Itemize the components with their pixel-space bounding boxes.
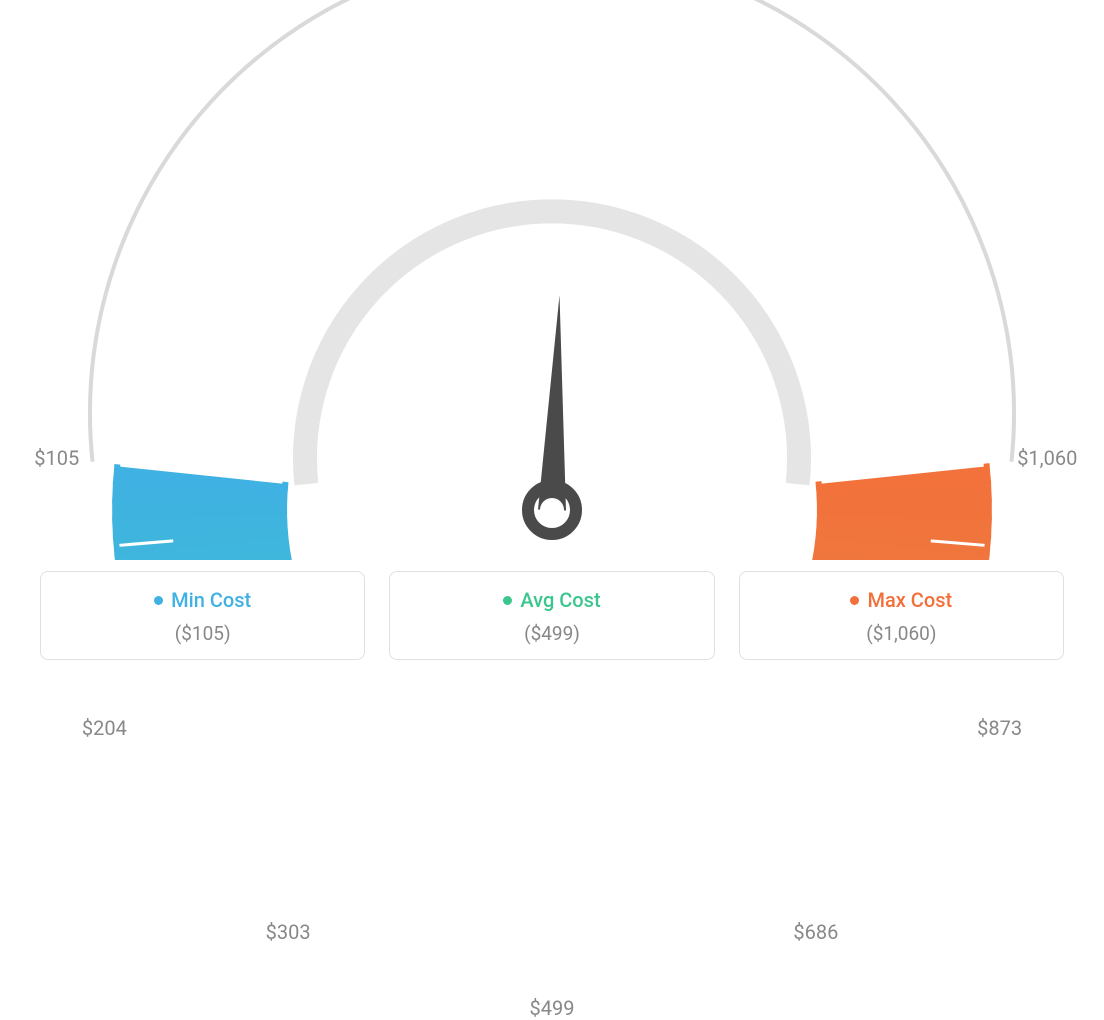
legend-title-row: Max Cost	[750, 588, 1053, 612]
legend-row: Min Cost ($105) Avg Cost ($499) Max Cost…	[40, 571, 1064, 660]
legend-value-min: ($105)	[51, 622, 354, 645]
gauge-tick-label: $105	[34, 446, 79, 470]
legend-label-max: Max Cost	[867, 588, 952, 612]
gauge-tick-label: $1,060	[1017, 446, 1077, 470]
gauge-needle	[538, 295, 566, 510]
legend-label-min: Min Cost	[171, 588, 251, 612]
gauge-svg	[0, 0, 1104, 560]
legend-card-min: Min Cost ($105)	[40, 571, 365, 660]
gauge-chart-container: $105$204$303$499$686$873$1,060 Min Cost …	[0, 0, 1104, 690]
legend-title-row: Min Cost	[51, 588, 354, 612]
gauge-tick-label: $204	[82, 716, 127, 740]
legend-value-max: ($1,060)	[750, 622, 1053, 645]
legend-card-max: Max Cost ($1,060)	[739, 571, 1064, 660]
gauge-needle-hub-inner	[540, 498, 564, 522]
gauge-tick-label: $873	[977, 716, 1022, 740]
gauge-tick-label: $499	[530, 996, 575, 1020]
legend-dot-min	[154, 596, 163, 605]
legend-value-avg: ($499)	[400, 622, 703, 645]
legend-label-avg: Avg Cost	[520, 588, 600, 612]
gauge-tick-label: $686	[793, 920, 838, 944]
gauge-tick-label: $303	[266, 920, 311, 944]
legend-title-row: Avg Cost	[400, 588, 703, 612]
legend-dot-avg	[503, 596, 512, 605]
gauge-area: $105$204$303$499$686$873$1,060	[0, 0, 1104, 560]
legend-card-avg: Avg Cost ($499)	[389, 571, 714, 660]
legend-dot-max	[850, 596, 859, 605]
